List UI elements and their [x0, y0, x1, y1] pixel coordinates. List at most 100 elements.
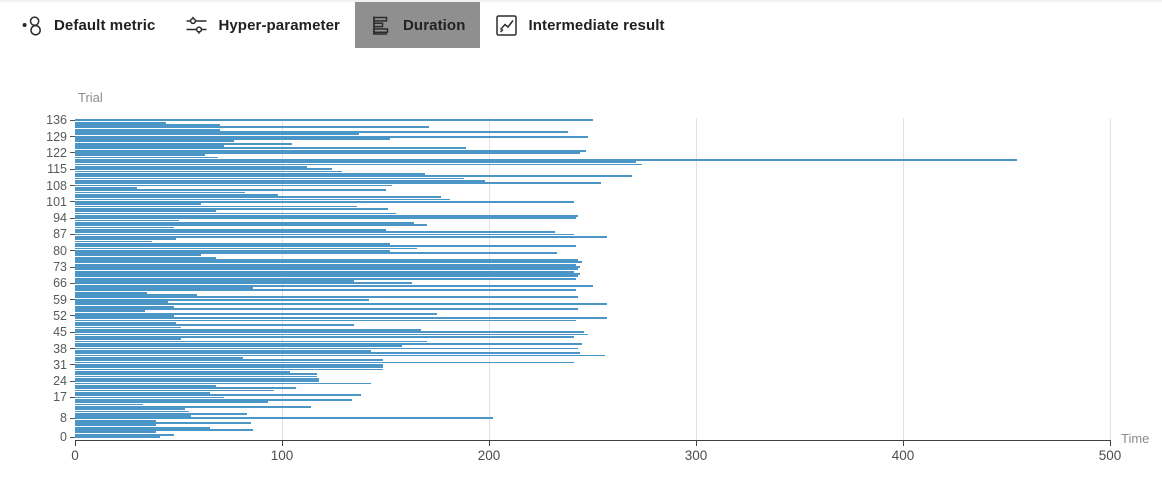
duration-bar-trial-90[interactable]	[75, 226, 175, 229]
duration-bar-trial-121[interactable]	[75, 154, 206, 157]
duration-bar-trial-51[interactable]	[75, 317, 607, 320]
duration-bar-trial-39[interactable]	[75, 345, 403, 348]
duration-bar-trial-43[interactable]	[75, 335, 574, 338]
duration-bar-trial-59[interactable]	[75, 298, 369, 301]
duration-bar-trial-119[interactable]	[75, 159, 1017, 161]
duration-bar-trial-65[interactable]	[75, 284, 593, 287]
duration-bar-trial-82[interactable]	[75, 245, 576, 247]
duration-bar-trial-83[interactable]	[75, 242, 390, 245]
duration-bar-trial-48[interactable]	[75, 324, 355, 327]
duration-bar-trial-45[interactable]	[75, 331, 585, 334]
duration-bar-trial-8[interactable]	[75, 417, 494, 420]
duration-bar-trial-0[interactable]	[75, 436, 160, 438]
duration-bar-trial-74[interactable]	[75, 263, 576, 266]
duration-bar-trial-84[interactable]	[75, 240, 152, 243]
duration-bar-trial-15[interactable]	[75, 401, 268, 403]
duration-bar-trial-36[interactable]	[75, 352, 581, 355]
duration-bar-trial-111[interactable]	[75, 177, 465, 180]
duration-bar-trial-71[interactable]	[75, 270, 574, 273]
duration-bar-trial-78[interactable]	[75, 254, 202, 257]
duration-bar-trial-98[interactable]	[75, 207, 388, 210]
duration-bar-trial-125[interactable]	[75, 145, 225, 147]
duration-bar-trial-80[interactable]	[75, 249, 390, 252]
duration-bar-trial-123[interactable]	[75, 149, 587, 152]
duration-bar-trial-70[interactable]	[75, 273, 581, 275]
duration-bar-trial-120[interactable]	[75, 156, 218, 159]
duration-bar-trial-118[interactable]	[75, 161, 636, 164]
duration-bar-trial-22[interactable]	[75, 384, 216, 387]
duration-bar-trial-16[interactable]	[75, 398, 353, 401]
duration-bar-trial-41[interactable]	[75, 340, 427, 343]
duration-bar-trial-124[interactable]	[75, 147, 467, 150]
duration-bar-trial-106[interactable]	[75, 189, 386, 192]
duration-bar-trial-4[interactable]	[75, 426, 210, 429]
duration-chart-canvas[interactable]: 0 8 17 24 31 38 45 52 59 66 73 80 87 94 101 108 115 122 12…	[46, 113, 1111, 444]
duration-bar-trial-73[interactable]	[75, 266, 581, 268]
duration-bar-trial-37[interactable]	[75, 349, 371, 352]
tab-duration[interactable]: Duration	[355, 2, 481, 48]
tab-intermediate-result[interactable]: Intermediate result	[480, 2, 679, 48]
duration-bar-trial-18[interactable]	[75, 394, 361, 396]
duration-bar-trial-96[interactable]	[75, 212, 396, 215]
duration-bar-trial-117[interactable]	[75, 163, 643, 166]
duration-bar-trial-2[interactable]	[75, 431, 156, 434]
duration-bar-trial-25[interactable]	[75, 377, 320, 380]
duration-bar-trial-33[interactable]	[75, 359, 384, 362]
duration-bar-trial-13[interactable]	[75, 405, 311, 408]
duration-bar-trial-116[interactable]	[75, 166, 307, 168]
duration-bar-trial-77[interactable]	[75, 256, 216, 259]
duration-bar-trial-134[interactable]	[75, 124, 220, 126]
duration-bar-trial-108[interactable]	[75, 184, 392, 187]
duration-bar-trial-129[interactable]	[75, 135, 589, 138]
duration-bar-trial-12[interactable]	[75, 408, 185, 410]
duration-bar-trial-26[interactable]	[75, 375, 318, 378]
duration-bar-trial-49[interactable]	[75, 322, 177, 324]
duration-bar-trial-7[interactable]	[75, 419, 156, 422]
duration-bar-trial-63[interactable]	[75, 289, 576, 292]
duration-bar-trial-31[interactable]	[75, 363, 384, 366]
duration-bar-trial-95[interactable]	[75, 214, 578, 217]
duration-bar-trial-64[interactable]	[75, 287, 254, 289]
duration-bar-trial-93[interactable]	[75, 219, 179, 222]
duration-bar-trial-54[interactable]	[75, 310, 146, 313]
duration-bar-trial-23[interactable]	[75, 382, 371, 385]
duration-bar-trial-46[interactable]	[75, 329, 421, 331]
duration-bar-trial-21[interactable]	[75, 387, 297, 390]
duration-bar-trial-112[interactable]	[75, 175, 632, 178]
duration-bar-trial-89[interactable]	[75, 228, 386, 231]
duration-bar-trial-75[interactable]	[75, 261, 583, 264]
duration-bar-trial-94[interactable]	[75, 217, 576, 220]
tab-hyper-parameter[interactable]: Hyper-parameter	[170, 2, 355, 48]
duration-bar-trial-50[interactable]	[75, 319, 576, 322]
duration-bar-trial-128[interactable]	[75, 138, 390, 140]
duration-bar-trial-20[interactable]	[75, 389, 274, 392]
duration-bar-trial-68[interactable]	[75, 277, 576, 280]
duration-bar-trial-87[interactable]	[75, 233, 574, 236]
duration-bar-trial-66[interactable]	[75, 282, 413, 285]
duration-bar-trial-122[interactable]	[75, 152, 581, 154]
duration-bar-trial-5[interactable]	[75, 424, 156, 427]
duration-bar-trial-109[interactable]	[75, 182, 601, 185]
duration-bar-trial-17[interactable]	[75, 396, 225, 399]
duration-bar-trial-131[interactable]	[75, 131, 568, 133]
duration-bar-trial-10[interactable]	[75, 412, 247, 415]
duration-bar-trial-133[interactable]	[75, 126, 429, 129]
duration-bar-trial-1[interactable]	[75, 433, 175, 436]
duration-bar-trial-92[interactable]	[75, 221, 415, 224]
duration-bar-trial-81[interactable]	[75, 247, 417, 250]
tab-default-metric[interactable]: Default metric	[6, 2, 170, 48]
duration-bar-trial-34[interactable]	[75, 356, 243, 359]
duration-bar-trial-47[interactable]	[75, 326, 181, 329]
duration-bar-trial-110[interactable]	[75, 179, 485, 182]
duration-bar-trial-115[interactable]	[75, 168, 332, 171]
duration-bar-trial-114[interactable]	[75, 170, 343, 173]
duration-bar-trial-101[interactable]	[75, 200, 574, 203]
duration-bar-trial-9[interactable]	[75, 415, 191, 417]
duration-bar-trial-76[interactable]	[75, 259, 578, 261]
duration-bar-trial-62[interactable]	[75, 291, 148, 294]
duration-bar-trial-6[interactable]	[75, 422, 251, 424]
duration-bar-trial-88[interactable]	[75, 231, 556, 233]
duration-bar-trial-58[interactable]	[75, 301, 169, 303]
duration-bar-trial-19[interactable]	[75, 391, 210, 394]
duration-bar-trial-105[interactable]	[75, 191, 245, 194]
